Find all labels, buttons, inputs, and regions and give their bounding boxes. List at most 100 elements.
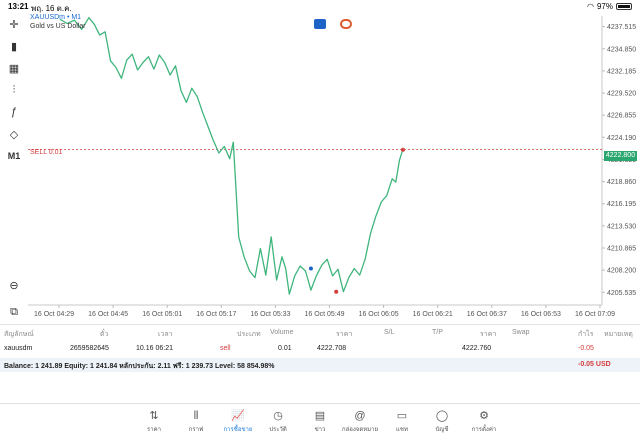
nav-account-label: บัญชี (435, 427, 449, 433)
nav-trade-label: การซื้อขาย (223, 427, 253, 433)
indicators-icon[interactable]: ⫶ (12, 83, 16, 96)
time-tick-label: 16 Oct 04:45 (88, 311, 128, 318)
positions-header: สัญลักษณ์ ตั๋ว เวลา ประเภท Volume ราคา S… (0, 324, 640, 340)
nav-account[interactable]: ◯ บัญชี (422, 408, 462, 434)
price-tick-label: 4208.200 (607, 268, 636, 275)
price-tick-label: 4237.515 (607, 24, 636, 31)
bar-chart-icon[interactable]: ▦ (8, 62, 20, 75)
account-icon: ◯ (435, 410, 449, 422)
col-volume: Volume (270, 329, 294, 336)
nav-history-label: ประวัติ (269, 427, 287, 433)
sell-marker (334, 289, 339, 294)
time-tick-label: 16 Oct 06:21 (413, 311, 453, 318)
col-symbol: สัญลักษณ์ (4, 331, 34, 338)
chart-symbol: XAUUSDm • M1 (30, 14, 82, 21)
price-tick-label: 4226.855 (607, 113, 636, 120)
chart-sync-icon[interactable] (340, 19, 352, 29)
row-current-price: 4222.760 (462, 345, 492, 352)
news-icon: ▤ (314, 410, 326, 422)
objects-icon[interactable]: ◇ (9, 128, 19, 141)
nav-chat-label: แชท (396, 427, 408, 433)
sell-line-label: SELL 0.01 (30, 149, 63, 156)
row-open-price: 4222.708 (317, 345, 347, 352)
row-ticket: 2659582645 (70, 345, 109, 352)
time-tick-label: 16 Oct 06:05 (359, 311, 399, 318)
settings-icon: ⚙ (479, 410, 489, 422)
wifi-icon: ◠ (587, 2, 594, 11)
chart-description: Gold vs US Dollar (30, 23, 86, 30)
nav-mailbox-label: กล่องจดหมาย (341, 427, 379, 433)
status-date: พฤ. 16 ต.ค. (31, 4, 72, 13)
buy-marker (308, 266, 313, 271)
price-tick-label: 4229.520 (607, 91, 636, 98)
price-tick-label: 4210.865 (607, 245, 636, 252)
function-icon[interactable]: ƒ (10, 106, 18, 118)
time-tick-label: 16 Oct 04:29 (34, 311, 74, 318)
timeframe-button[interactable]: M1 (7, 151, 21, 161)
price-tick-label: 4234.850 (607, 46, 636, 53)
col-swap: Swap (512, 329, 530, 336)
nav-chart[interactable]: ⫴ กราฟ (176, 408, 216, 434)
nav-chart-label: กราฟ (188, 427, 204, 433)
crosshair-icon[interactable]: ✛ (9, 18, 19, 31)
time-tick-label: 16 Oct 06:37 (467, 311, 507, 318)
nav-trade[interactable]: 📈 การซื้อขาย (218, 408, 258, 434)
one-click-trading-icon[interactable]: ⧉ (10, 305, 18, 318)
row-profit: -0.05 (578, 345, 594, 352)
col-profit: กำไร (578, 331, 594, 338)
quotes-icon: ⇅ (149, 410, 159, 422)
nav-quotes-label: ราคา (147, 427, 161, 433)
chat-icon: ▭ (396, 410, 408, 422)
col-current-price: ราคา (480, 331, 497, 338)
position-row[interactable]: xauusdm 2659582645 10.16 06:21 sell 0.01… (0, 341, 640, 357)
col-type: ประเภท (237, 331, 261, 338)
current-price-badge: 4222.800 (604, 151, 637, 161)
total-profit: -0.05 USD (578, 361, 611, 368)
price-tick-label: 4224.190 (607, 135, 636, 142)
nav-settings-label: การตั้งค่า (471, 427, 497, 433)
time-tick-label: 16 Oct 05:17 (196, 311, 236, 318)
nav-news[interactable]: ▤ ข่าว (300, 408, 340, 434)
trade-icon: 📈 (231, 410, 245, 422)
sell-marker (401, 147, 405, 152)
col-time: เวลา (158, 331, 173, 338)
battery-icon (616, 3, 632, 10)
time-tick-label: 16 Oct 05:33 (250, 311, 290, 318)
time-tick-label: 16 Oct 06:53 (521, 311, 561, 318)
price-chart[interactable]: 4237.515 4234.850 4232.185 4229.520 4226.855… (0, 0, 640, 324)
col-comment: หมายเหตุ (604, 331, 633, 338)
price-tick-label: 4216.195 (607, 201, 636, 208)
battery-percent: 97% (596, 2, 613, 11)
bottom-nav: ⇅ ราคา ⫴ กราฟ 📈 การซื้อขาย ◷ ประวัติ ▤ ข่าว @… (0, 403, 640, 447)
time-tick-label: 16 Oct 05:01 (142, 311, 182, 318)
status-time: 13:21 (8, 2, 29, 11)
col-sl: S/L (384, 329, 395, 336)
nav-history[interactable]: ◷ ประวัติ (258, 408, 298, 434)
mailbox-icon: @ (354, 410, 366, 422)
status-right: ◠ 97% (587, 2, 632, 11)
zoom-icon[interactable]: ⊖ (9, 279, 19, 292)
price-series-line (59, 17, 404, 295)
price-tick-label: 4205.535 (607, 290, 636, 297)
time-tick-label: 16 Oct 07:09 (575, 311, 615, 318)
nav-settings[interactable]: ⚙ การตั้งค่า (464, 408, 504, 434)
nav-quotes[interactable]: ⇅ ราคา (134, 408, 174, 434)
price-tick-label: 4218.860 (607, 179, 636, 186)
balance-text: Balance: 1 241.89 Equity: 1 241.84 หลักป… (4, 363, 275, 370)
chart-flag-icon[interactable] (314, 19, 326, 29)
nav-mailbox[interactable]: @ กล่องจดหมาย (340, 408, 380, 434)
col-price: ราคา (336, 331, 353, 338)
row-volume: 0.01 (278, 345, 292, 352)
chart-icon: ⫴ (193, 410, 199, 422)
col-tp: T/P (432, 329, 443, 336)
nav-chat[interactable]: ▭ แชท (382, 408, 422, 434)
row-time: 10.16 06:21 (136, 345, 173, 352)
row-type: sell (220, 345, 231, 352)
nav-news-label: ข่าว (314, 427, 326, 433)
history-icon: ◷ (273, 410, 283, 422)
candlestick-icon[interactable]: ▮ (10, 40, 18, 53)
col-ticket: ตั๋ว (100, 331, 109, 338)
balance-bar: Balance: 1 241.89 Equity: 1 241.84 หลักป… (0, 358, 640, 372)
time-tick-label: 16 Oct 05:49 (304, 311, 344, 318)
